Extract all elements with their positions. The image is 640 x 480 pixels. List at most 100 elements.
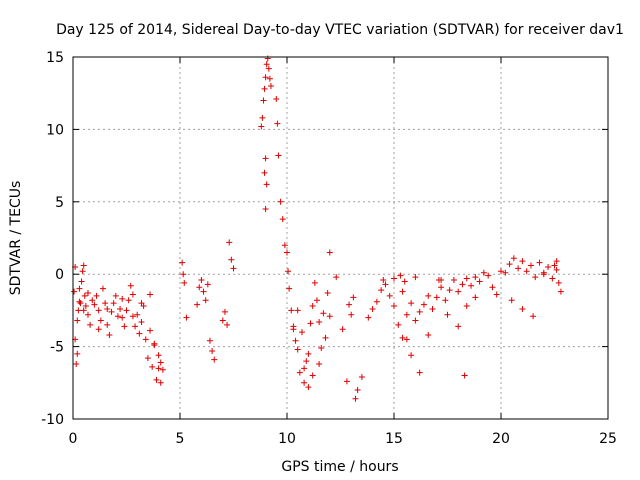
- data-points: [71, 55, 564, 402]
- data-point: [149, 363, 156, 370]
- data-point: [134, 311, 141, 318]
- data-point: [358, 374, 365, 381]
- y-tick-label: -10: [41, 412, 64, 428]
- data-point: [416, 308, 423, 315]
- data-point: [527, 262, 534, 269]
- data-point: [557, 288, 564, 295]
- data-point: [263, 61, 270, 68]
- data-point: [112, 292, 119, 299]
- data-point: [438, 276, 445, 283]
- axis-ticks: [72, 56, 609, 420]
- data-point: [290, 323, 297, 330]
- data-point: [151, 342, 158, 349]
- y-tick-label: 15: [46, 50, 64, 66]
- data-point: [264, 55, 271, 62]
- data-point: [159, 366, 166, 373]
- data-point: [93, 292, 100, 299]
- data-point: [510, 255, 517, 262]
- data-point: [540, 271, 547, 278]
- data-point: [292, 337, 299, 344]
- data-point: [142, 336, 149, 343]
- data-point: [198, 276, 205, 283]
- data-point: [138, 318, 145, 325]
- data-point: [412, 317, 419, 324]
- data-point: [87, 321, 94, 328]
- data-point: [386, 292, 393, 299]
- data-point: [444, 311, 451, 318]
- plot-frame: [72, 56, 609, 420]
- data-point: [326, 249, 333, 256]
- data-point: [81, 292, 88, 299]
- data-point: [553, 258, 560, 265]
- data-point: [284, 249, 290, 256]
- data-point: [309, 372, 316, 379]
- data-point: [459, 281, 466, 288]
- data-point: [498, 268, 504, 275]
- data-point: [508, 297, 515, 304]
- data-point: [463, 303, 470, 310]
- data-point: [324, 290, 331, 297]
- data-point: [75, 307, 82, 314]
- data-point: [144, 355, 151, 362]
- data-point: [438, 284, 445, 291]
- data-point: [369, 305, 376, 312]
- data-point: [326, 313, 333, 320]
- x-tick-label: 10: [278, 431, 296, 447]
- data-point: [403, 336, 410, 343]
- data-point: [121, 323, 128, 330]
- data-point: [78, 278, 85, 285]
- data-point: [493, 291, 500, 298]
- data-point: [408, 352, 415, 359]
- data-point: [313, 297, 320, 304]
- data-point: [316, 318, 323, 325]
- data-point: [408, 300, 415, 307]
- data-point: [262, 155, 269, 162]
- chart-title: Day 125 of 2014, Sidereal Day-to-day VTE…: [56, 22, 624, 38]
- data-point: [305, 350, 312, 357]
- data-point: [298, 329, 305, 336]
- data-point: [194, 301, 201, 308]
- y-axis-label: SDTVAR / TECUs: [8, 181, 24, 296]
- data-point: [76, 285, 83, 292]
- data-point: [104, 321, 111, 328]
- data-point: [365, 314, 372, 321]
- data-point: [468, 282, 475, 289]
- data-point: [285, 268, 292, 275]
- data-point: [350, 294, 357, 301]
- data-point: [74, 317, 81, 324]
- data-point: [179, 259, 186, 266]
- y-tick-label: 0: [55, 267, 64, 283]
- data-point: [425, 292, 432, 299]
- data-point: [403, 311, 410, 318]
- data-point: [279, 216, 286, 223]
- data-point: [301, 365, 308, 372]
- x-tick-label: 15: [385, 431, 403, 447]
- data-point: [259, 114, 266, 121]
- data-point: [399, 288, 406, 295]
- data-point: [296, 369, 303, 376]
- data-point: [71, 288, 78, 295]
- data-point: [545, 263, 552, 270]
- data-point: [549, 275, 556, 282]
- data-point: [502, 269, 509, 276]
- data-point: [485, 272, 492, 279]
- data-point: [119, 295, 126, 302]
- data-point: [106, 332, 113, 339]
- data-point: [450, 276, 457, 283]
- data-point: [262, 74, 269, 81]
- data-point: [416, 369, 423, 376]
- data-point: [209, 347, 216, 354]
- data-point: [309, 303, 316, 310]
- data-point: [519, 258, 526, 265]
- data-point: [339, 326, 346, 333]
- data-point: [286, 285, 293, 292]
- data-point: [157, 359, 164, 366]
- data-point: [200, 288, 207, 295]
- data-point: [79, 268, 86, 275]
- data-point: [472, 274, 479, 281]
- data-point: [206, 337, 213, 344]
- data-point: [420, 301, 427, 308]
- data-point: [228, 256, 235, 263]
- data-point: [119, 314, 126, 321]
